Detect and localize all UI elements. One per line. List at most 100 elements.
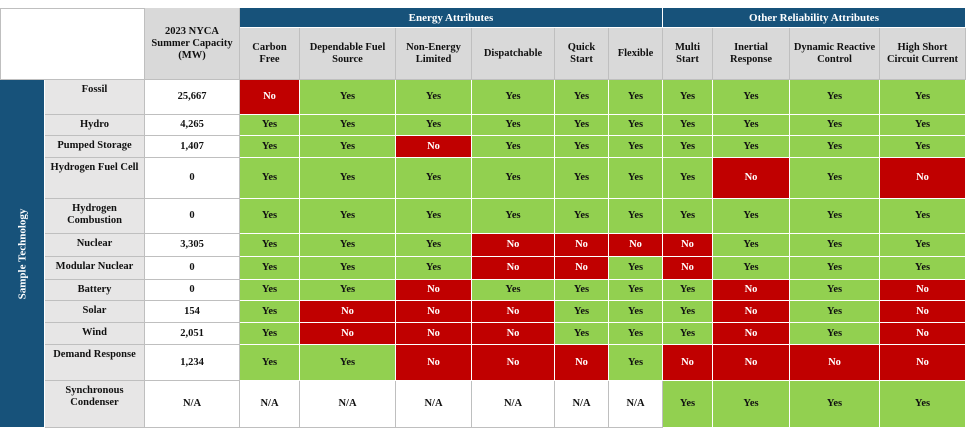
group-header: Energy Attributes [240, 8, 663, 28]
row-group-label: Sample Technology [0, 80, 45, 428]
attribute-cell: Yes [555, 199, 609, 234]
row-group-text: Sample Technology [16, 208, 28, 299]
attribute-cell: Yes [555, 115, 609, 136]
technology-label: Hydro [45, 115, 145, 136]
technology-label: Hydrogen Combustion [45, 199, 145, 234]
attribute-cell: No [790, 345, 880, 381]
column-header: Quick Start [555, 28, 609, 80]
column-header: Non-Energy Limited [396, 28, 472, 80]
technology-label: Battery [45, 280, 145, 301]
attribute-cell: No [472, 323, 555, 345]
capacity-value: N/A [145, 381, 240, 428]
attribute-cell: Yes [663, 280, 713, 301]
attribute-cell: No [713, 280, 790, 301]
capacity-value: 2,051 [145, 323, 240, 345]
attribute-cell: Yes [240, 345, 300, 381]
column-header: Dependable Fuel Source [300, 28, 396, 80]
attribute-cell: Yes [240, 199, 300, 234]
column-header: Dispatchable [472, 28, 555, 80]
attribute-cell: No [472, 345, 555, 381]
attribute-cell: Yes [663, 301, 713, 323]
attribute-cell: No [396, 136, 472, 158]
capacity-value: 0 [145, 158, 240, 199]
corner [0, 8, 145, 80]
attribute-cell: Yes [713, 381, 790, 428]
attribute-cell: Yes [880, 136, 966, 158]
attribute-cell: No [713, 158, 790, 199]
attribute-cell: Yes [300, 257, 396, 280]
attribute-cell: Yes [300, 158, 396, 199]
attribute-cell: Yes [240, 301, 300, 323]
attribute-cell: No [396, 345, 472, 381]
attribute-cell: No [555, 257, 609, 280]
capacity-value: 25,667 [145, 80, 240, 115]
attribute-cell: Yes [555, 323, 609, 345]
attribute-cell: Yes [300, 345, 396, 381]
attribute-cell: Yes [880, 115, 966, 136]
attribute-cell: No [555, 345, 609, 381]
attribute-cell: Yes [240, 323, 300, 345]
attribute-cell: No [663, 345, 713, 381]
capacity-value: 0 [145, 280, 240, 301]
attribute-cell: Yes [663, 136, 713, 158]
capacity-value: 154 [145, 301, 240, 323]
attribute-cell: Yes [713, 257, 790, 280]
capacity-value: 1,407 [145, 136, 240, 158]
attribute-cell: Yes [240, 115, 300, 136]
capacity-value: 0 [145, 257, 240, 280]
attribute-cell: No [472, 234, 555, 257]
capacity-value: 0 [145, 199, 240, 234]
attribute-cell: Yes [663, 115, 713, 136]
attribute-cell: Yes [790, 158, 880, 199]
attribute-cell: Yes [880, 381, 966, 428]
attribute-cell: No [555, 234, 609, 257]
attribute-cell: No [300, 323, 396, 345]
attribute-cell: No [240, 80, 300, 115]
attribute-cell: Yes [555, 136, 609, 158]
column-header: Carbon Free [240, 28, 300, 80]
group-header: Other Reliability Attributes [663, 8, 966, 28]
attribute-cell: Yes [472, 80, 555, 115]
capacity-value: 1,234 [145, 345, 240, 381]
attribute-cell: N/A [300, 381, 396, 428]
attribute-cell: Yes [663, 381, 713, 428]
column-header: Inertial Response [713, 28, 790, 80]
attribute-cell: N/A [555, 381, 609, 428]
attribute-cell: Yes [472, 115, 555, 136]
attribute-cell: Yes [609, 301, 663, 323]
attribute-cell: Yes [300, 199, 396, 234]
attribute-cell: Yes [240, 158, 300, 199]
attribute-cell: Yes [713, 115, 790, 136]
attribute-cell: Yes [880, 234, 966, 257]
attribute-cell: No [880, 345, 966, 381]
attribute-cell: Yes [790, 257, 880, 280]
attribute-cell: Yes [663, 158, 713, 199]
attribute-cell: Yes [555, 301, 609, 323]
attribute-cell: Yes [609, 323, 663, 345]
technology-label: Hydrogen Fuel Cell [45, 158, 145, 199]
attribute-cell: Yes [240, 136, 300, 158]
attribute-cell: No [472, 301, 555, 323]
attribute-cell: Yes [300, 136, 396, 158]
attribute-cell: No [300, 301, 396, 323]
attribute-cell: Yes [300, 80, 396, 115]
attribute-cell: Yes [396, 158, 472, 199]
attribute-cell: No [396, 280, 472, 301]
attribute-cell: No [609, 234, 663, 257]
attribute-cell: No [880, 323, 966, 345]
attribute-cell: Yes [790, 199, 880, 234]
attribute-cell: No [472, 257, 555, 280]
attribute-cell: Yes [609, 136, 663, 158]
attribute-cell: Yes [240, 257, 300, 280]
attribute-cell: Yes [790, 323, 880, 345]
technology-label: Pumped Storage [45, 136, 145, 158]
attribute-cell: Yes [790, 115, 880, 136]
attribute-cell: Yes [472, 199, 555, 234]
attribute-cell: Yes [609, 199, 663, 234]
attribute-cell: Yes [880, 257, 966, 280]
attribute-cell: Yes [609, 257, 663, 280]
column-header: Flexible [609, 28, 663, 80]
attribute-cell: No [880, 301, 966, 323]
attribute-cell: N/A [396, 381, 472, 428]
attribute-cell: Yes [472, 136, 555, 158]
